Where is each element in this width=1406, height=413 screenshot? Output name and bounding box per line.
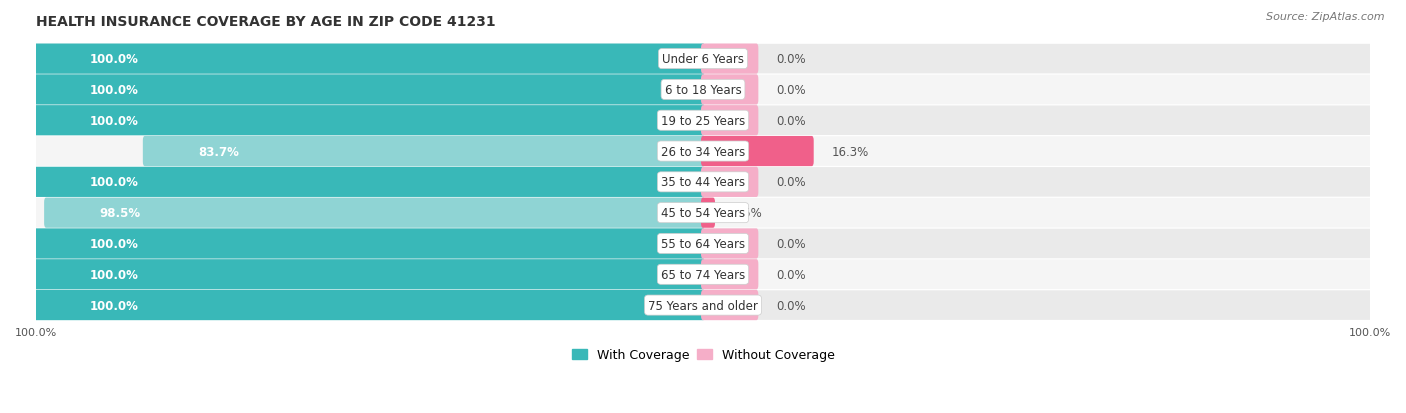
Text: 1.5%: 1.5% [733,206,763,220]
FancyBboxPatch shape [34,75,704,105]
FancyBboxPatch shape [44,198,704,228]
FancyBboxPatch shape [10,229,1396,259]
Text: 55 to 64 Years: 55 to 64 Years [661,237,745,250]
Text: 100.0%: 100.0% [90,268,138,281]
Text: 0.0%: 0.0% [776,268,806,281]
FancyBboxPatch shape [702,106,758,136]
Text: 26 to 34 Years: 26 to 34 Years [661,145,745,158]
FancyBboxPatch shape [10,137,1396,166]
Text: 0.0%: 0.0% [776,84,806,97]
Text: 0.0%: 0.0% [776,299,806,312]
FancyBboxPatch shape [34,259,704,290]
Text: 0.0%: 0.0% [776,237,806,250]
Text: 100.0%: 100.0% [90,53,138,66]
FancyBboxPatch shape [702,290,758,320]
FancyBboxPatch shape [10,76,1396,105]
FancyBboxPatch shape [10,198,1396,228]
Text: 0.0%: 0.0% [776,176,806,189]
FancyBboxPatch shape [34,106,704,136]
Text: Source: ZipAtlas.com: Source: ZipAtlas.com [1267,12,1385,22]
FancyBboxPatch shape [10,45,1396,74]
Text: 19 to 25 Years: 19 to 25 Years [661,114,745,128]
FancyBboxPatch shape [702,75,758,105]
Text: 100.0%: 100.0% [90,237,138,250]
FancyBboxPatch shape [34,229,704,259]
FancyBboxPatch shape [702,229,758,259]
Text: 100.0%: 100.0% [90,114,138,128]
Text: 98.5%: 98.5% [100,206,141,220]
FancyBboxPatch shape [10,260,1396,290]
Text: 83.7%: 83.7% [198,145,239,158]
FancyBboxPatch shape [143,137,704,167]
FancyBboxPatch shape [702,137,814,167]
Text: 65 to 74 Years: 65 to 74 Years [661,268,745,281]
Text: 0.0%: 0.0% [776,114,806,128]
FancyBboxPatch shape [34,45,704,74]
Text: Under 6 Years: Under 6 Years [662,53,744,66]
FancyBboxPatch shape [34,290,704,320]
FancyBboxPatch shape [10,291,1396,320]
Text: 35 to 44 Years: 35 to 44 Years [661,176,745,189]
Text: 100.0%: 100.0% [90,176,138,189]
Text: 100.0%: 100.0% [90,299,138,312]
FancyBboxPatch shape [34,167,704,197]
Text: 75 Years and older: 75 Years and older [648,299,758,312]
FancyBboxPatch shape [10,168,1396,197]
Text: 0.0%: 0.0% [776,53,806,66]
FancyBboxPatch shape [702,259,758,290]
FancyBboxPatch shape [702,167,758,197]
Legend: With Coverage, Without Coverage: With Coverage, Without Coverage [567,344,839,366]
Text: HEALTH INSURANCE COVERAGE BY AGE IN ZIP CODE 41231: HEALTH INSURANCE COVERAGE BY AGE IN ZIP … [37,15,496,29]
FancyBboxPatch shape [702,45,758,74]
FancyBboxPatch shape [10,106,1396,136]
Text: 6 to 18 Years: 6 to 18 Years [665,84,741,97]
FancyBboxPatch shape [702,198,716,228]
Text: 45 to 54 Years: 45 to 54 Years [661,206,745,220]
Text: 100.0%: 100.0% [90,84,138,97]
Text: 16.3%: 16.3% [832,145,869,158]
